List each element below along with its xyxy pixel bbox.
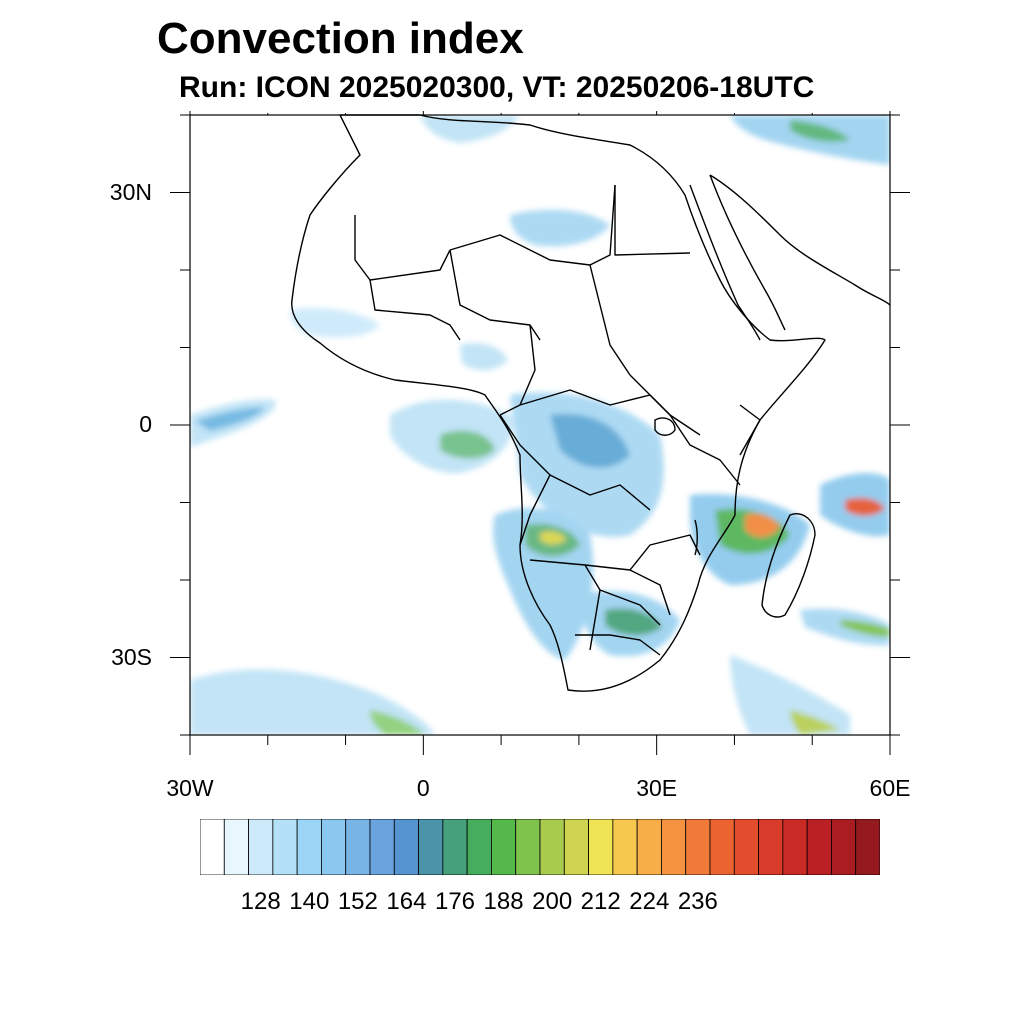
convection-southwest-front-core: [370, 710, 425, 735]
chart-title: Convection index: [157, 14, 524, 63]
colorbar-swatch: [418, 819, 444, 875]
red-sea-west: [689, 184, 761, 341]
border-north-3: [614, 185, 691, 256]
convection-southeast-front: [730, 655, 850, 735]
colorbar-tick-label: 224: [629, 888, 670, 915]
convection-angola-highs: [540, 531, 566, 545]
colorbar: [200, 819, 880, 875]
colorbar-swatch: [661, 819, 687, 875]
colorbar-swatch: [466, 819, 492, 875]
red-sea-east: [709, 174, 786, 331]
colorbar-tick-label: 152: [337, 888, 378, 915]
colorbar-swatch: [733, 819, 759, 875]
border-sahel-2: [449, 249, 541, 341]
africa-coastline: [291, 114, 826, 692]
madagascar-coast: [761, 513, 816, 618]
convection-southeast-front-core: [790, 710, 840, 735]
convection-arabia-north-core: [790, 120, 850, 142]
convection-arabia-north: [730, 115, 890, 165]
lat-label: 30N: [109, 178, 152, 205]
colorbar-swatch: [563, 819, 589, 875]
border-sahel-4: [499, 324, 536, 416]
colorbar-swatch: [782, 819, 808, 875]
colorbar-swatch: [200, 819, 225, 875]
colorbar-swatch: [321, 819, 347, 875]
colorbar-swatch: [636, 819, 662, 875]
border-southern-tip: [575, 634, 661, 656]
lake-victoria: [654, 417, 676, 436]
colorbar-swatch: [806, 819, 832, 875]
lake-malawi: [694, 519, 698, 556]
convection-indian-ocean-core: [845, 497, 885, 516]
convection-band-equatorial-atlantic-core: [195, 407, 265, 431]
lat-label: 0: [139, 411, 152, 437]
colorbar-swatch: [345, 819, 371, 875]
convection-gulf-guinea-core: [440, 430, 495, 459]
colorbar-swatch: [612, 819, 638, 875]
colorbar-swatch: [539, 819, 565, 875]
convection-field: [190, 115, 890, 735]
colorbar-swatch: [491, 819, 517, 875]
colorbar-swatch: [248, 819, 274, 875]
border-east-2: [739, 404, 761, 456]
border-sahel-3: [589, 264, 631, 376]
colorbar-swatch: [223, 819, 249, 875]
border-north-2: [449, 184, 616, 266]
colorbar-tick-label: 212: [580, 888, 621, 915]
colorbar-tick-label: 188: [483, 888, 524, 915]
border-sahel-1: [369, 279, 461, 341]
colorbar-swatch: [685, 819, 711, 875]
map-border: [189, 114, 891, 736]
map-panel: [170, 111, 910, 755]
colorbar-swatch: [515, 819, 541, 875]
convection-east-ocean-band-core: [840, 620, 890, 637]
convection-sahara-patch: [510, 209, 610, 247]
colorbar-swatch: [831, 819, 857, 875]
border-east-1: [669, 414, 741, 486]
colorbar-swatch: [709, 819, 735, 875]
border-central-3: [499, 414, 651, 511]
colorbar-tick-label: 164: [386, 888, 427, 915]
border-central-4: [519, 474, 551, 546]
colorbar-tick-label: 176: [434, 888, 476, 915]
colorbar-swatch: [758, 819, 784, 875]
colorbar-swatch: [855, 819, 880, 875]
convection-west-africa-coast: [290, 308, 380, 338]
border-south-3: [599, 589, 661, 626]
lon-label: 0: [416, 775, 430, 801]
border-south-1: [529, 559, 601, 651]
colorbar-tick-label: 128: [240, 888, 281, 915]
colorbar-tick-label: 140: [289, 888, 330, 915]
colorbar-swatch: [442, 819, 468, 875]
map-canvas: [170, 111, 910, 755]
convection-mozambique-hot: [745, 513, 780, 538]
arabia-coast: [709, 174, 891, 306]
colorbar-swatch: [296, 819, 322, 875]
country-borders: [291, 114, 891, 692]
convection-congo-core: [550, 414, 630, 468]
lat-label: 30S: [111, 643, 152, 670]
lon-label: 30E: [636, 775, 678, 801]
colorbar-swatch: [272, 819, 298, 875]
chart-subtitle: Run: ICON 2025020300, VT: 20250206-18UTC: [179, 71, 815, 104]
colorbar-swatch: [393, 819, 419, 875]
convection-sahel-patch: [460, 343, 508, 371]
border-north-1: [354, 215, 451, 281]
border-south-2: [584, 564, 671, 616]
colorbar-swatch: [588, 819, 614, 875]
convection-mediterranean: [420, 115, 520, 143]
convection-south-african-core: [605, 608, 662, 636]
colorbar-tick-label: 236: [677, 888, 718, 915]
colorbar-tick-label: 200: [532, 888, 573, 915]
lon-label: 30W: [166, 775, 214, 801]
map-ticks: [170, 111, 910, 755]
colorbar-swatch: [369, 819, 395, 875]
border-south-4: [629, 534, 701, 571]
lon-label: 60E: [869, 775, 911, 801]
